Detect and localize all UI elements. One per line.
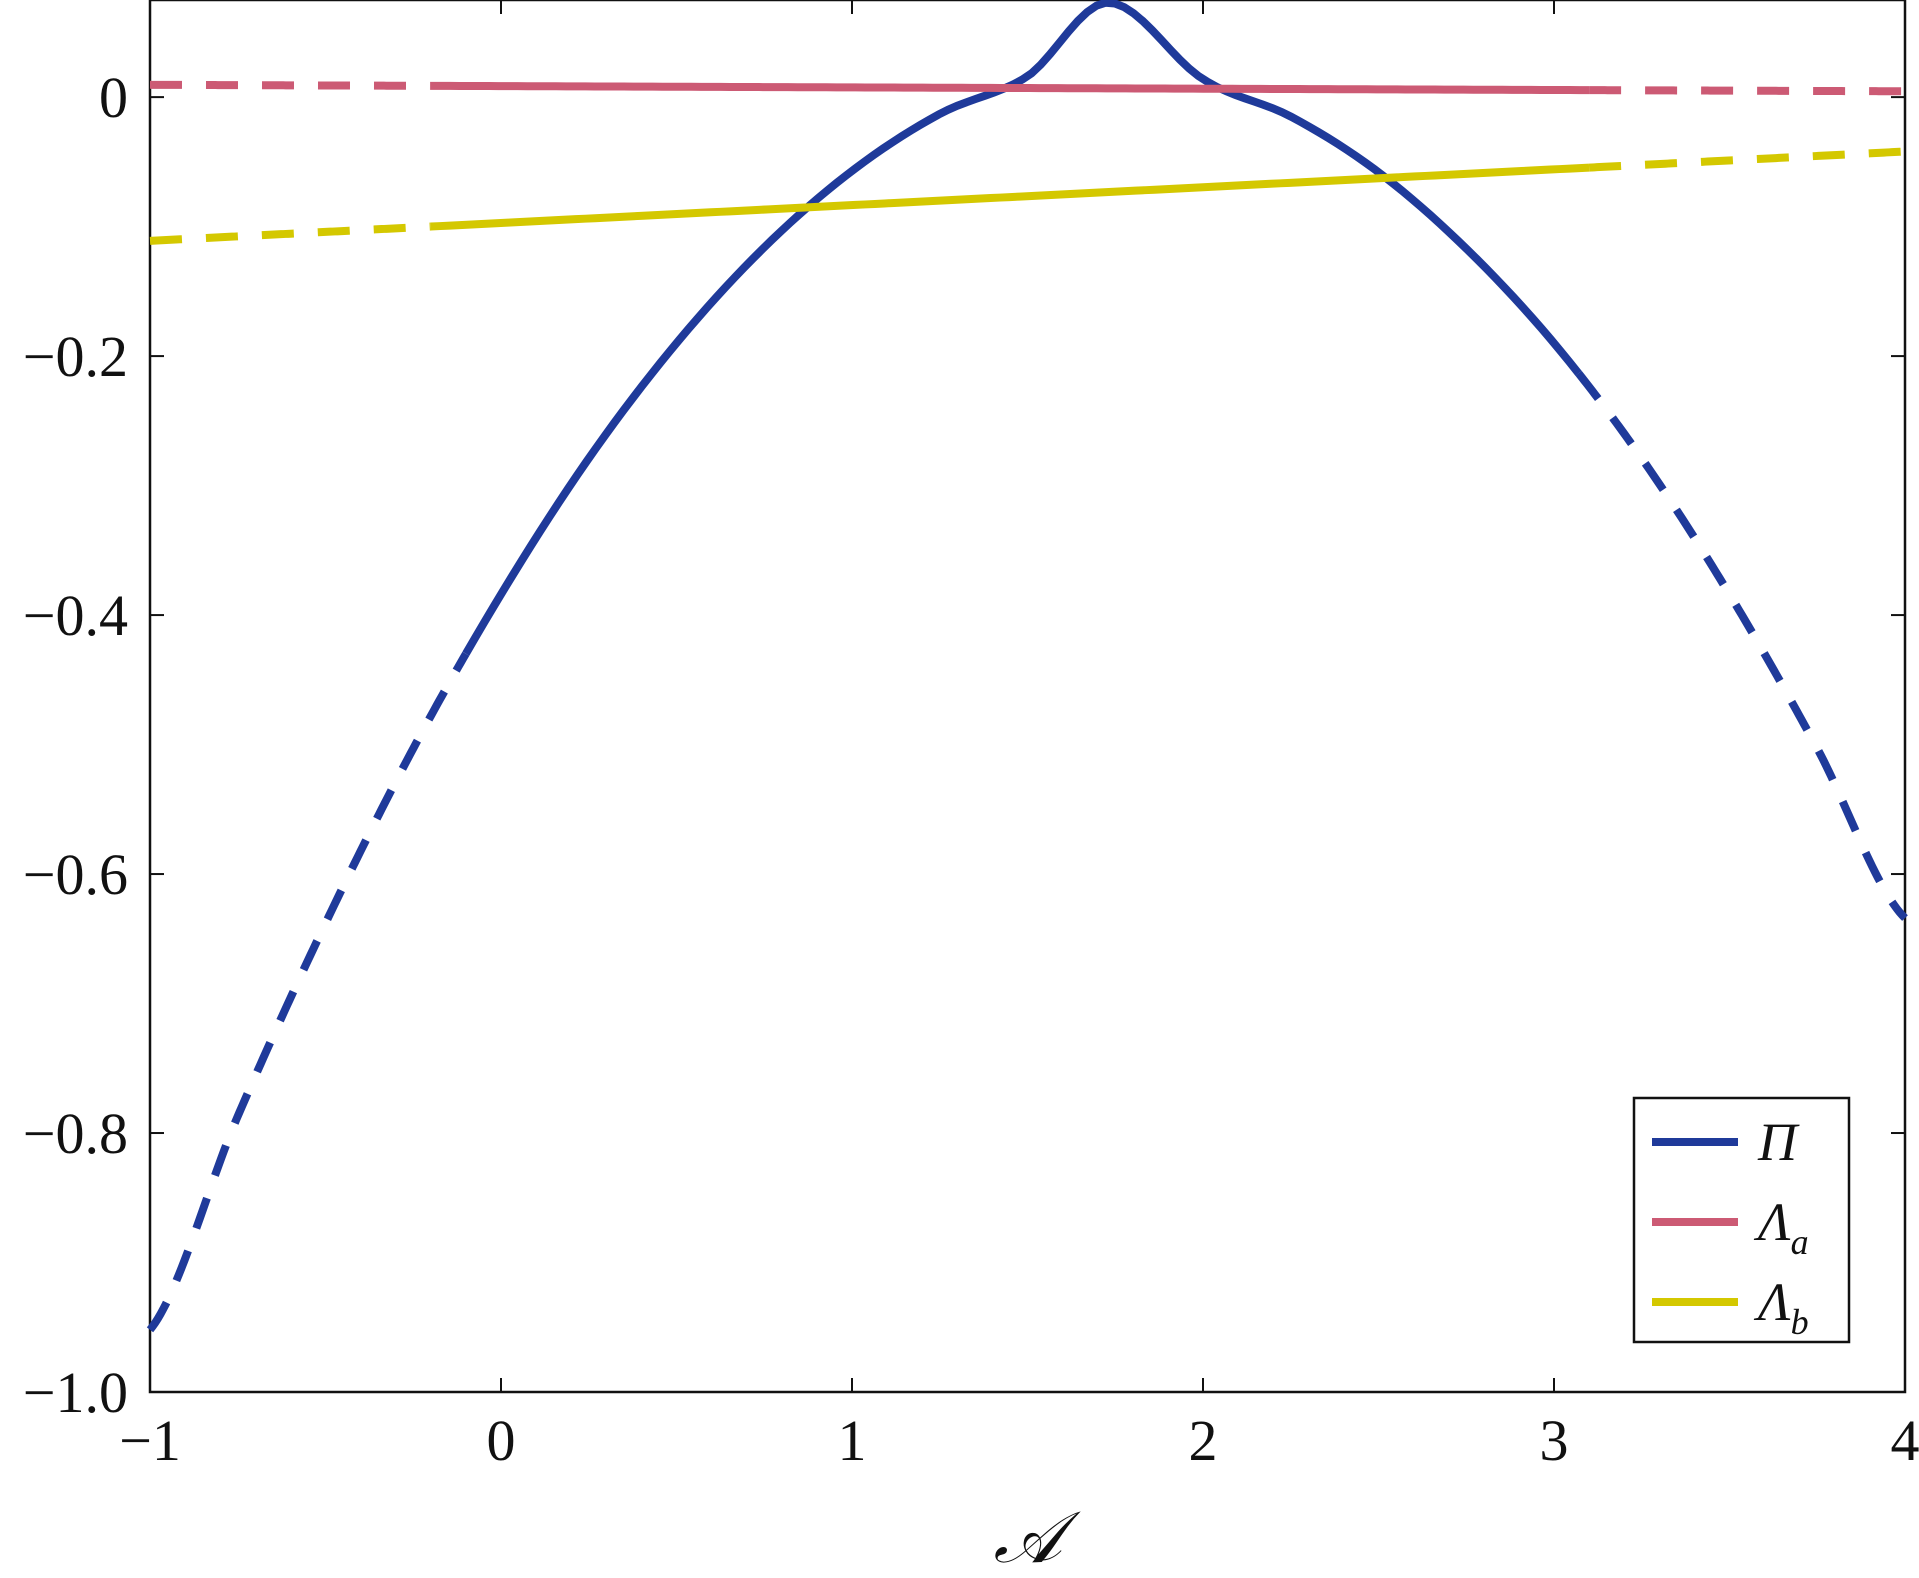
x-tick-label: 0	[487, 1408, 516, 1473]
y-tick-label: −0.4	[23, 583, 128, 648]
series-2-dashed-right	[1588, 147, 1906, 172]
x-tick-label: 2	[1189, 1408, 1218, 1473]
legend-label-sub-1: a	[1791, 1222, 1809, 1262]
x-tick-label: −1	[119, 1408, 181, 1473]
series-2-dashed-left	[149, 222, 432, 245]
series-layer	[146, 0, 1908, 1333]
series-1-dashed-left	[149, 80, 431, 90]
legend-label-sub-2: b	[1791, 1302, 1809, 1342]
y-tick-label: −0.8	[23, 1101, 128, 1166]
series-1-solid	[430, 81, 1590, 95]
legend-label-0: Π	[1757, 1112, 1800, 1172]
y-tick-label: −0.2	[23, 324, 128, 389]
ticks-layer: −1 0 1 2 3 4 0 −0.2 −0.4 −0.6 −0.8 −1.0	[23, 0, 1919, 1473]
y-tick-label: 0	[99, 65, 128, 130]
series-0-dashed-right	[1575, 370, 1908, 921]
plot-frame	[148, 0, 1907, 1394]
x-tick-label: 3	[1540, 1408, 1569, 1473]
series-1	[149, 80, 1906, 96]
x-tick-label: 4	[1891, 1408, 1919, 1473]
series-0-dashed-left	[146, 651, 470, 1333]
series-0-solid	[462, 0, 1582, 656]
series-1-dashed-right	[1589, 86, 1906, 96]
y-tick-label: −1.0	[23, 1360, 128, 1425]
series-0	[146, 0, 1908, 1333]
y-tick-label: −0.6	[23, 842, 128, 907]
series-2	[149, 147, 1906, 245]
x-tick-label: 1	[838, 1408, 867, 1473]
series-2-solid	[430, 163, 1590, 231]
x-axis-title: 𝒜	[993, 1498, 1081, 1578]
